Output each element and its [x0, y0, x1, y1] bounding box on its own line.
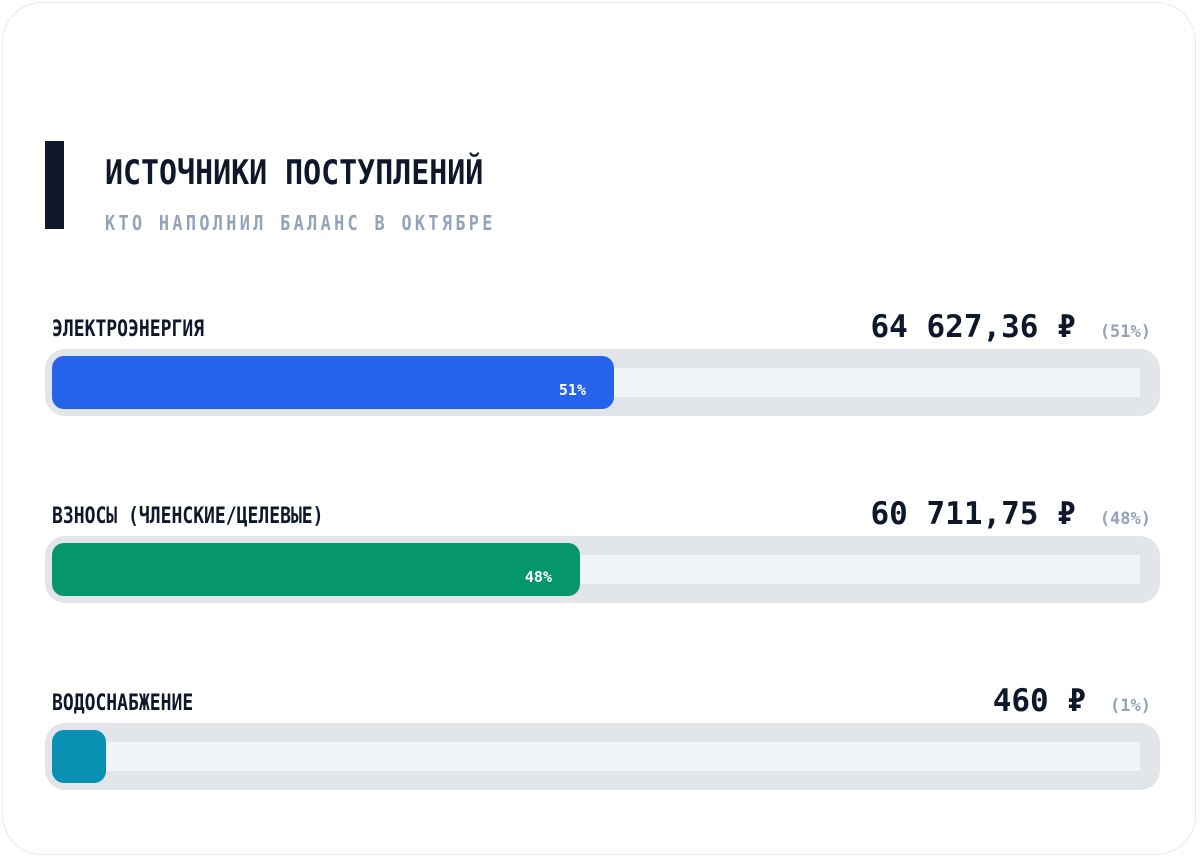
category-label: ЭЛЕКТРОЭНЕРГИЯ — [52, 317, 205, 342]
category-label: ВЗНОСЫ (ЧЛЕНСКИЕ/ЦЕЛЕВЫЕ) — [52, 504, 324, 529]
amount-label: 60 711,75 ₽ — [870, 496, 1076, 532]
bar-fill — [52, 730, 106, 783]
percent-label: (51%) — [1099, 322, 1151, 342]
bar-percent-label: 48% — [524, 568, 552, 586]
amount-label: 460 ₽ — [992, 683, 1087, 719]
bar-fill: 51% — [52, 356, 614, 409]
percent-label: (1%) — [1110, 696, 1151, 716]
bar-track — [45, 723, 1160, 790]
bar-track-inner — [53, 742, 1140, 771]
value-group: 64 627,36 ₽ (51%) — [871, 309, 1152, 345]
title-accent-bar — [45, 141, 64, 229]
bar-track: 51% — [45, 349, 1160, 416]
percent-label: (48%) — [1099, 509, 1151, 529]
bar-fill: 48% — [52, 543, 580, 596]
amount-label: 64 627,36 ₽ — [870, 309, 1076, 345]
income-row-water: ВОДОСНАБЖЕНИЕ 460 ₽ (1%) — [3, 683, 1200, 811]
income-row-electricity: ЭЛЕКТРОЭНЕРГИЯ 64 627,36 ₽ (51%) 51% — [3, 309, 1200, 437]
chart-title: ИСТОЧНИКИ ПОСТУПЛЕНИЙ — [105, 153, 484, 193]
chart-subtitle: КТО НАПОЛНИЛ БАЛАНС В ОКТЯБРЕ — [105, 211, 496, 235]
income-row-fees: ВЗНОСЫ (ЧЛЕНСКИЕ/ЦЕЛЕВЫЕ) 60 711,75 ₽ (4… — [3, 496, 1200, 624]
bar-percent-label: 51% — [558, 381, 586, 399]
category-label: ВОДОСНАБЖЕНИЕ — [52, 691, 194, 716]
value-group: 460 ₽ (1%) — [993, 683, 1151, 719]
bar-track: 48% — [45, 536, 1160, 603]
value-group: 60 711,75 ₽ (48%) — [871, 496, 1152, 532]
